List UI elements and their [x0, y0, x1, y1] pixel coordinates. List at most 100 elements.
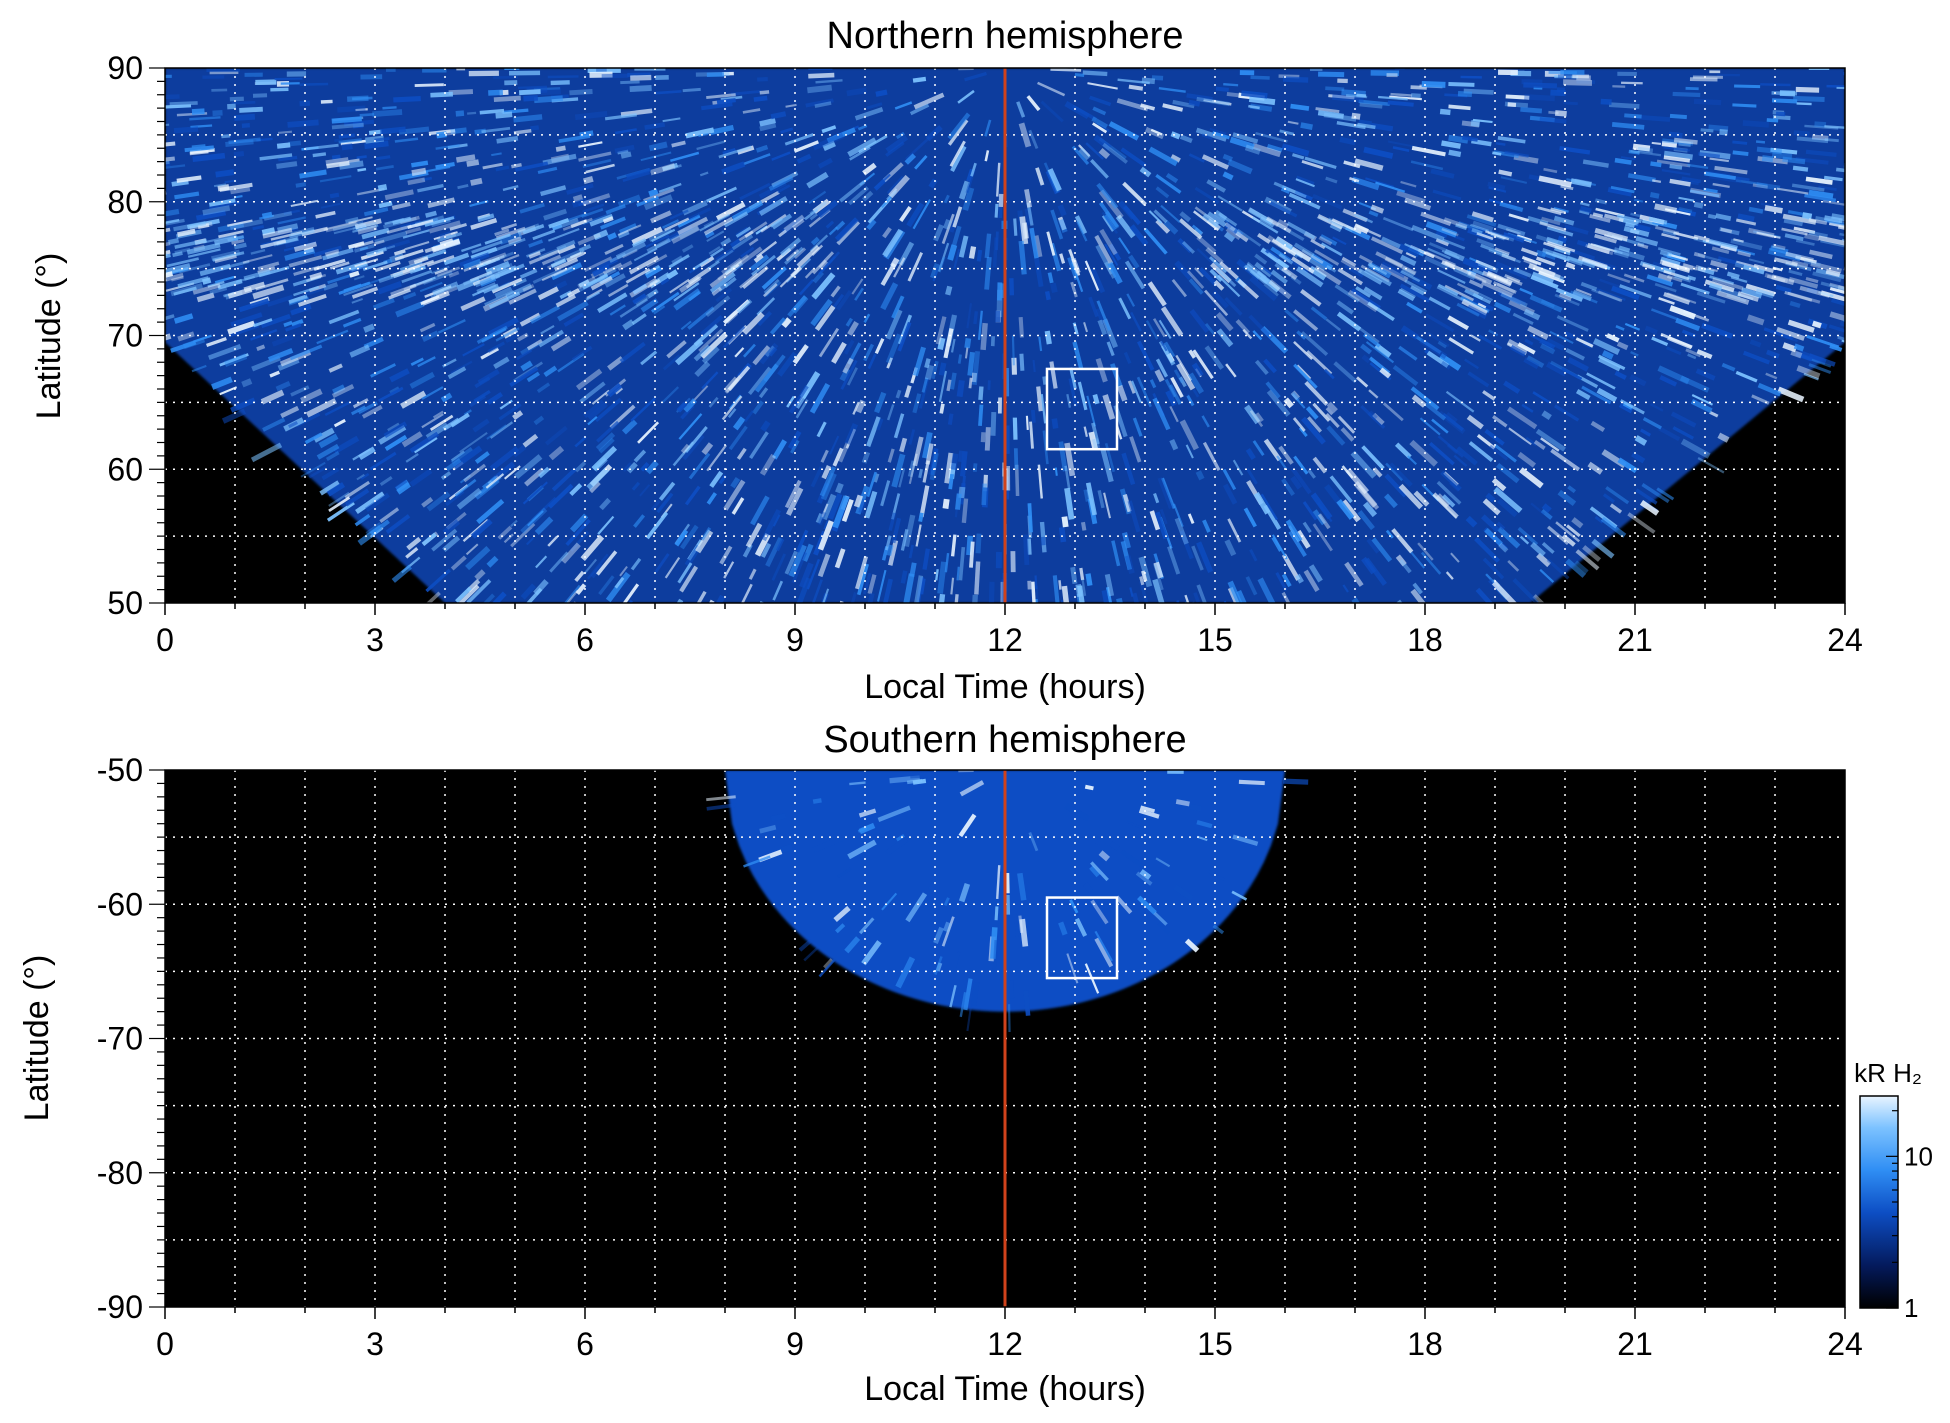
north-streak — [508, 288, 537, 305]
north-streak — [637, 421, 660, 444]
north-oval-streak — [399, 260, 423, 272]
north-streak — [981, 487, 989, 508]
north-streak — [271, 334, 294, 347]
north-streak — [394, 137, 419, 143]
north-oval-streak — [541, 254, 562, 266]
north-streak — [1435, 229, 1448, 239]
north-oval-streak — [1218, 212, 1238, 227]
south-y-tick-label: -60 — [97, 886, 143, 922]
north-streak — [510, 519, 518, 528]
north-streak — [817, 251, 841, 276]
north-streak — [866, 471, 878, 498]
north-streak — [817, 511, 827, 526]
north-streak — [913, 92, 945, 110]
north-streak — [1353, 213, 1374, 224]
north-streak — [1826, 84, 1845, 88]
south-streak — [953, 951, 961, 972]
north-streak — [631, 481, 641, 491]
north-streak — [1111, 540, 1121, 567]
north-streak — [203, 234, 237, 244]
north-oval-streak — [1663, 291, 1691, 305]
north-streak — [1033, 235, 1043, 258]
south-streak — [906, 778, 923, 785]
north-oval-streak — [709, 272, 736, 294]
north-streak — [1550, 89, 1566, 97]
north-streak — [1611, 122, 1645, 130]
north-streak — [802, 543, 814, 562]
north-streak — [1492, 415, 1508, 428]
north-streak — [540, 185, 567, 197]
north-oval-streak — [1804, 233, 1820, 242]
north-streak — [814, 101, 832, 108]
north-streak — [1067, 256, 1079, 281]
north-streak — [1372, 467, 1383, 478]
north-streak — [1661, 169, 1691, 176]
south-xlabel: Local Time (hours) — [864, 1370, 1146, 1408]
north-streak — [442, 417, 460, 431]
north-streak — [754, 533, 771, 557]
north-streak — [1186, 93, 1213, 102]
north-streak — [1127, 500, 1141, 533]
north-streak — [908, 544, 915, 559]
north-oval-streak — [628, 255, 660, 275]
north-streak — [1194, 186, 1220, 204]
north-streak — [632, 293, 647, 305]
north-streak — [1081, 578, 1087, 596]
north-streak — [670, 151, 700, 163]
north-oval-streak — [651, 228, 676, 243]
north-oval-streak — [1236, 228, 1262, 247]
colorbar-label: kR H₂ — [1854, 1058, 1922, 1088]
north-streak — [1141, 77, 1156, 85]
north-streak — [1822, 200, 1845, 206]
north-streak — [758, 195, 788, 216]
north-streak — [1292, 417, 1306, 432]
north-streak — [658, 481, 676, 501]
north-streak — [585, 163, 615, 174]
north-streak — [1672, 426, 1694, 440]
north-streak — [551, 467, 577, 492]
north-streak — [1835, 167, 1845, 173]
north-streak — [1284, 309, 1300, 323]
north-oval-streak — [617, 230, 630, 239]
north-streak — [1499, 201, 1524, 212]
north-streak — [356, 155, 367, 160]
north-oval-streak — [165, 218, 185, 226]
north-streak — [1155, 358, 1169, 378]
north-streak — [696, 140, 726, 151]
north-oval-streak — [1400, 270, 1421, 283]
north-streak — [1504, 150, 1529, 158]
north-oval-streak — [1543, 241, 1571, 253]
north-oval-streak — [1818, 291, 1834, 298]
north-streak — [1323, 368, 1335, 380]
north-oval-streak — [1489, 230, 1515, 242]
north-streak — [700, 527, 712, 541]
north-streak — [289, 344, 323, 361]
north-streak — [1223, 483, 1238, 505]
north-streak — [512, 444, 527, 458]
north-streak — [1618, 245, 1631, 253]
north-streak — [887, 448, 895, 463]
north-streak — [536, 382, 551, 394]
north-streak — [1224, 539, 1237, 557]
north-streak — [1419, 338, 1448, 359]
north-streak — [571, 345, 593, 362]
north-streak — [165, 161, 171, 167]
north-oval-streak — [165, 271, 166, 275]
north-streak — [969, 541, 975, 568]
north-streak — [1614, 370, 1627, 380]
north-streak — [1575, 549, 1600, 571]
north-streak — [1714, 165, 1748, 175]
north-streak — [862, 572, 872, 595]
north-oval-streak — [779, 268, 799, 288]
north-oval-streak — [1659, 259, 1679, 269]
north-streak — [338, 281, 371, 295]
north-streak — [1673, 137, 1698, 145]
north-oval-streak — [362, 260, 388, 271]
south-streak — [1009, 980, 1015, 999]
north-streak — [1287, 120, 1299, 125]
north-streak — [349, 344, 371, 358]
south-x-tick-label: 21 — [1617, 1326, 1653, 1362]
north-streak — [583, 558, 598, 575]
north-streak — [730, 238, 742, 249]
north-streak — [1447, 315, 1470, 331]
